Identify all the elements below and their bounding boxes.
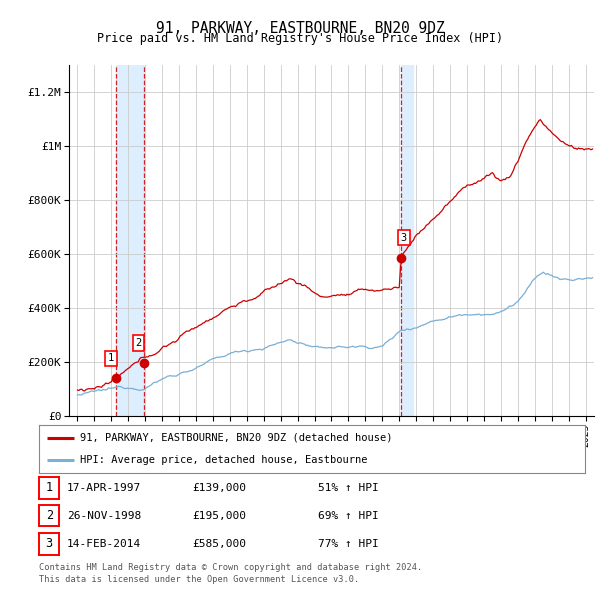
Text: 1: 1: [108, 353, 114, 363]
Text: 1: 1: [46, 481, 53, 494]
Text: 91, PARKWAY, EASTBOURNE, BN20 9DZ: 91, PARKWAY, EASTBOURNE, BN20 9DZ: [155, 21, 445, 35]
Bar: [116, 65, 143, 416]
Text: 69% ↑ HPI: 69% ↑ HPI: [318, 511, 379, 520]
Text: 91, PARKWAY, EASTBOURNE, BN20 9DZ (detached house): 91, PARKWAY, EASTBOURNE, BN20 9DZ (detac…: [80, 433, 392, 443]
Text: 77% ↑ HPI: 77% ↑ HPI: [318, 539, 379, 549]
Text: £139,000: £139,000: [192, 483, 246, 493]
Text: 3: 3: [401, 232, 407, 242]
Bar: [401, 65, 413, 416]
Text: 26-NOV-1998: 26-NOV-1998: [67, 511, 142, 520]
Text: This data is licensed under the Open Government Licence v3.0.: This data is licensed under the Open Gov…: [39, 575, 359, 584]
Text: 2: 2: [136, 338, 142, 348]
Text: Contains HM Land Registry data © Crown copyright and database right 2024.: Contains HM Land Registry data © Crown c…: [39, 563, 422, 572]
Text: 17-APR-1997: 17-APR-1997: [67, 483, 142, 493]
Text: HPI: Average price, detached house, Eastbourne: HPI: Average price, detached house, East…: [80, 455, 367, 465]
Text: £195,000: £195,000: [192, 511, 246, 520]
Text: 14-FEB-2014: 14-FEB-2014: [67, 539, 142, 549]
Text: 3: 3: [46, 537, 53, 550]
Text: 51% ↑ HPI: 51% ↑ HPI: [318, 483, 379, 493]
Text: Price paid vs. HM Land Registry's House Price Index (HPI): Price paid vs. HM Land Registry's House …: [97, 32, 503, 45]
Text: £585,000: £585,000: [192, 539, 246, 549]
Text: 2: 2: [46, 509, 53, 522]
